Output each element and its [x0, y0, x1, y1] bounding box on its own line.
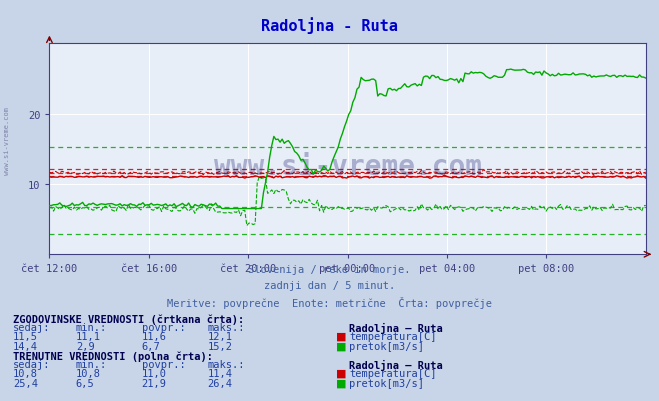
- Text: 10,8: 10,8: [13, 368, 38, 378]
- Text: Radoljna - Ruta: Radoljna - Ruta: [261, 17, 398, 34]
- Text: povpr.:: povpr.:: [142, 359, 185, 369]
- Text: 25,4: 25,4: [13, 378, 38, 388]
- Text: 14,4: 14,4: [13, 341, 38, 351]
- Text: 6,5: 6,5: [76, 378, 94, 388]
- Text: maks.:: maks.:: [208, 322, 245, 332]
- Text: temperatura[C]: temperatura[C]: [349, 368, 437, 378]
- Text: pretok[m3/s]: pretok[m3/s]: [349, 378, 424, 388]
- Text: min.:: min.:: [76, 322, 107, 332]
- Text: 11,0: 11,0: [142, 368, 167, 378]
- Text: 15,2: 15,2: [208, 341, 233, 351]
- Text: 11,4: 11,4: [208, 368, 233, 378]
- Text: ■: ■: [336, 331, 347, 341]
- Text: Radoljna – Ruta: Radoljna – Ruta: [349, 359, 443, 370]
- Text: pretok[m3/s]: pretok[m3/s]: [349, 341, 424, 351]
- Text: 11,6: 11,6: [142, 331, 167, 341]
- Text: 10,8: 10,8: [76, 368, 101, 378]
- Text: 2,9: 2,9: [76, 341, 94, 351]
- Text: 11,5: 11,5: [13, 331, 38, 341]
- Text: Radoljna – Ruta: Radoljna – Ruta: [349, 322, 443, 333]
- Text: sedaj:: sedaj:: [13, 359, 51, 369]
- Text: povpr.:: povpr.:: [142, 322, 185, 332]
- Text: ■: ■: [336, 378, 347, 388]
- Text: 6,7: 6,7: [142, 341, 160, 351]
- Text: 26,4: 26,4: [208, 378, 233, 388]
- Text: 21,9: 21,9: [142, 378, 167, 388]
- Text: ■: ■: [336, 368, 347, 378]
- Text: zadnji dan / 5 minut.: zadnji dan / 5 minut.: [264, 281, 395, 291]
- Text: 12,1: 12,1: [208, 331, 233, 341]
- Text: www.si-vreme.com: www.si-vreme.com: [214, 152, 482, 180]
- Text: ZGODOVINSKE VREDNOSTI (črtkana črta):: ZGODOVINSKE VREDNOSTI (črtkana črta):: [13, 314, 244, 324]
- Text: www.si-vreme.com: www.si-vreme.com: [3, 106, 10, 174]
- Text: Slovenija / reke in morje.: Slovenija / reke in morje.: [248, 265, 411, 275]
- Text: ■: ■: [336, 341, 347, 351]
- Text: sedaj:: sedaj:: [13, 322, 51, 332]
- Text: TRENUTNE VREDNOSTI (polna črta):: TRENUTNE VREDNOSTI (polna črta):: [13, 350, 213, 361]
- Text: min.:: min.:: [76, 359, 107, 369]
- Text: 11,1: 11,1: [76, 331, 101, 341]
- Text: temperatura[C]: temperatura[C]: [349, 331, 437, 341]
- Text: Meritve: povprečne  Enote: metrične  Črta: povprečje: Meritve: povprečne Enote: metrične Črta:…: [167, 297, 492, 309]
- Text: maks.:: maks.:: [208, 359, 245, 369]
